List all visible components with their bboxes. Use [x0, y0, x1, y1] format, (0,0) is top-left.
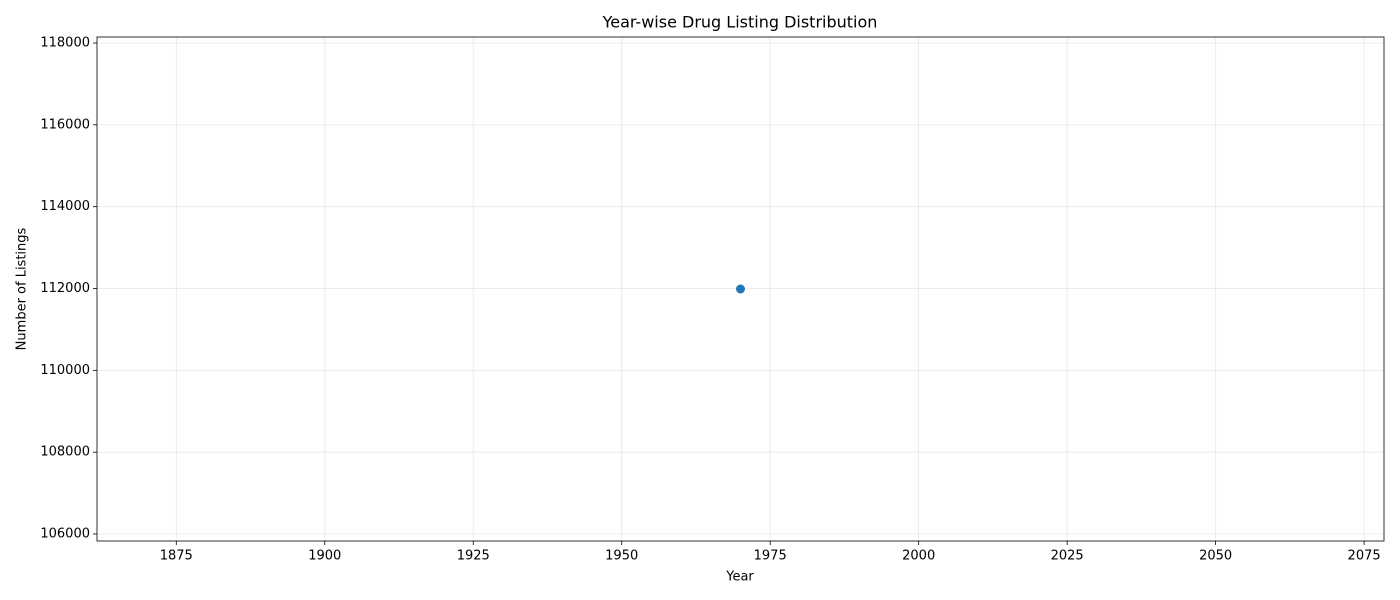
plot-frame [96, 36, 1385, 542]
x-tick-label: 1975 [754, 549, 787, 564]
x-tick-label: 2050 [1199, 549, 1232, 564]
x-axis-label: Year [725, 570, 754, 585]
x-tick-label: 1925 [457, 549, 490, 564]
y-tick-label: 114000 [40, 199, 90, 214]
y-tick-label: 112000 [40, 281, 90, 296]
x-tick-label: 2075 [1348, 549, 1381, 564]
x-tick-label: 1875 [160, 549, 193, 564]
y-tick-label: 108000 [40, 445, 90, 460]
y-tick-label: 110000 [40, 363, 90, 378]
marker [736, 284, 745, 294]
x-tick-label: 2000 [902, 549, 935, 564]
x-tick-label: 2025 [1051, 549, 1084, 564]
x-tick-label: 1950 [605, 549, 638, 564]
y-tick-label: 116000 [40, 117, 90, 132]
y-tick-label: 106000 [40, 527, 90, 542]
x-tick-label: 1900 [308, 549, 341, 564]
chart-title: Year-wise Drug Listing Distribution [602, 13, 878, 32]
y-axis-label: Number of Listings [15, 227, 30, 350]
y-tick-label: 118000 [40, 36, 90, 51]
